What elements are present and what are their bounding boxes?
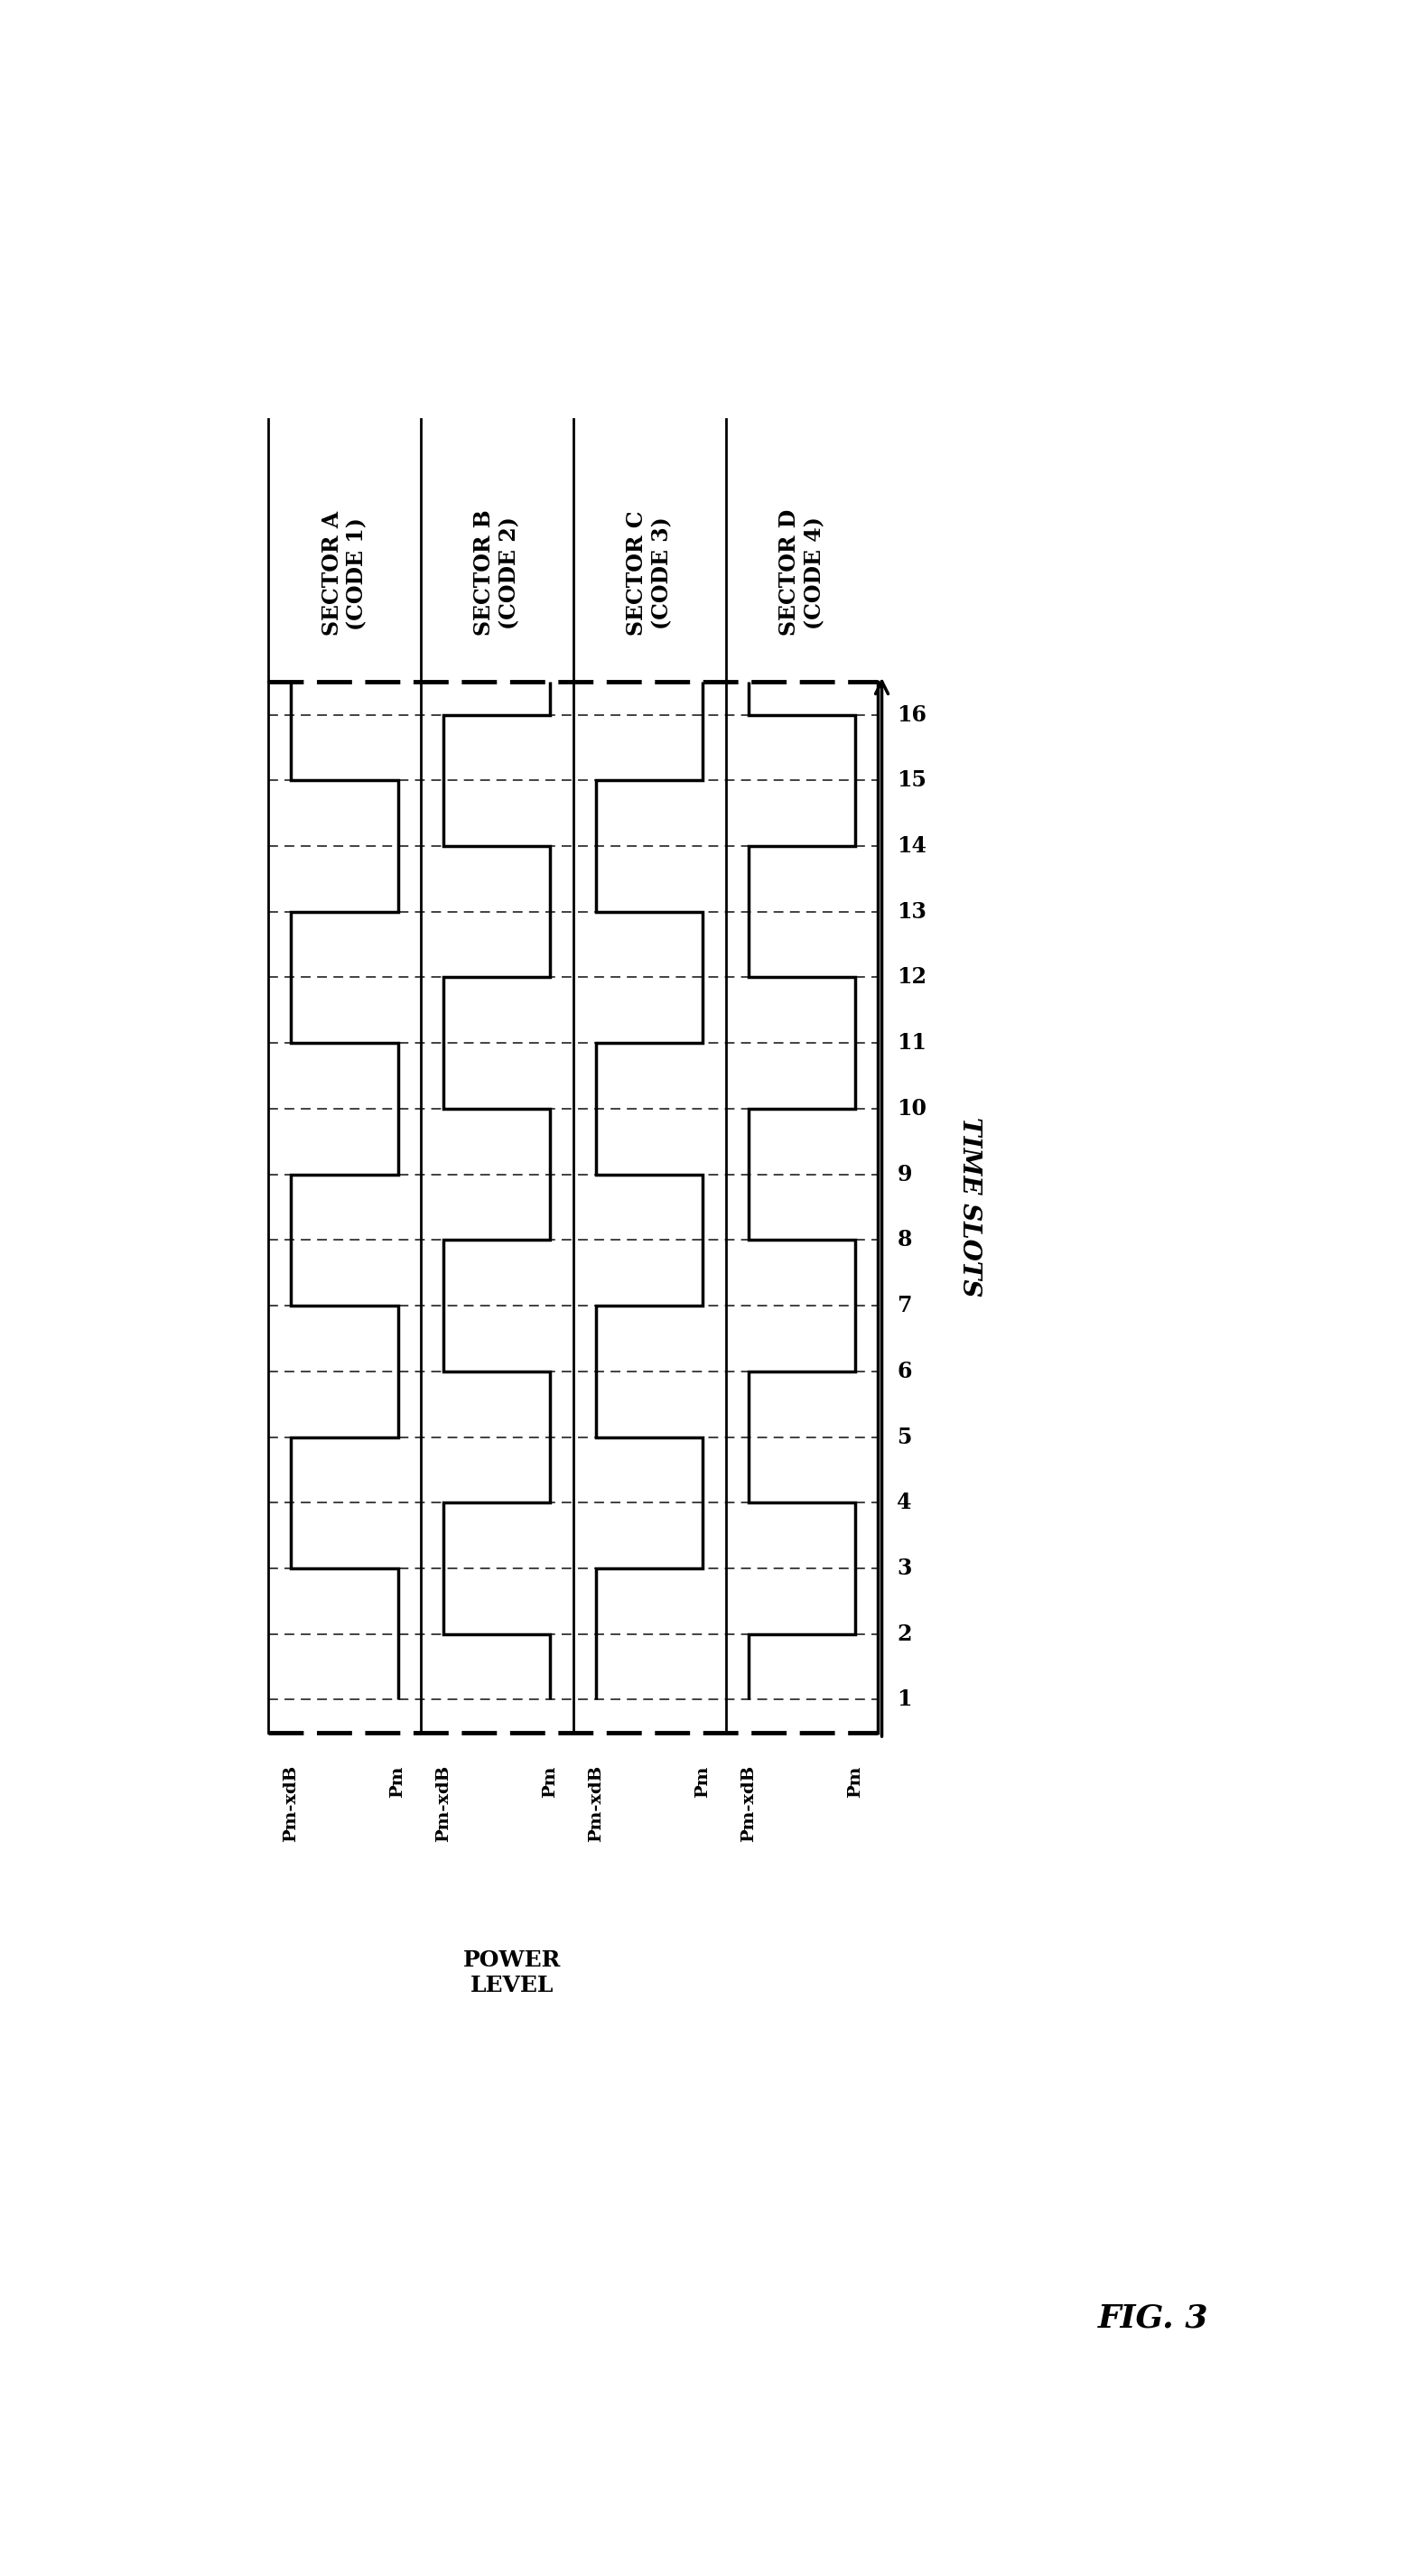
Text: 7: 7 bbox=[897, 1296, 912, 1316]
Text: 3: 3 bbox=[897, 1558, 912, 1579]
Text: 13: 13 bbox=[897, 902, 927, 922]
Text: 9: 9 bbox=[897, 1164, 912, 1185]
Text: Pm: Pm bbox=[389, 1765, 406, 1798]
Text: 2: 2 bbox=[897, 1623, 912, 1646]
Text: 11: 11 bbox=[897, 1033, 927, 1054]
Text: Pm: Pm bbox=[695, 1765, 711, 1798]
Text: 5: 5 bbox=[897, 1427, 912, 1448]
Text: SECTOR B
(CODE 2): SECTOR B (CODE 2) bbox=[474, 510, 520, 636]
Text: Pm: Pm bbox=[543, 1765, 558, 1798]
Text: Pm-xdB: Pm-xdB bbox=[436, 1765, 451, 1842]
Text: 1: 1 bbox=[897, 1690, 912, 1710]
Text: Pm-xdB: Pm-xdB bbox=[283, 1765, 299, 1842]
Text: SECTOR D
(CODE 4): SECTOR D (CODE 4) bbox=[779, 510, 825, 636]
Text: Pm-xdB: Pm-xdB bbox=[741, 1765, 756, 1842]
Text: POWER
LEVEL: POWER LEVEL bbox=[463, 1950, 561, 1996]
Text: SECTOR A
(CODE 1): SECTOR A (CODE 1) bbox=[321, 510, 368, 636]
Text: SECTOR C
(CODE 3): SECTOR C (CODE 3) bbox=[626, 510, 673, 636]
Text: 16: 16 bbox=[897, 703, 927, 726]
Text: 12: 12 bbox=[897, 966, 927, 989]
Text: 8: 8 bbox=[897, 1229, 912, 1252]
Text: TIME SLOTS: TIME SLOTS bbox=[957, 1118, 981, 1298]
Text: Pm: Pm bbox=[846, 1765, 863, 1798]
Text: 15: 15 bbox=[897, 770, 927, 791]
Text: 4: 4 bbox=[897, 1492, 912, 1515]
Text: FIG. 3: FIG. 3 bbox=[1098, 2303, 1208, 2334]
Text: 14: 14 bbox=[897, 835, 927, 858]
Text: 10: 10 bbox=[897, 1097, 927, 1121]
Text: 6: 6 bbox=[897, 1360, 912, 1383]
Text: Pm-xdB: Pm-xdB bbox=[588, 1765, 605, 1842]
